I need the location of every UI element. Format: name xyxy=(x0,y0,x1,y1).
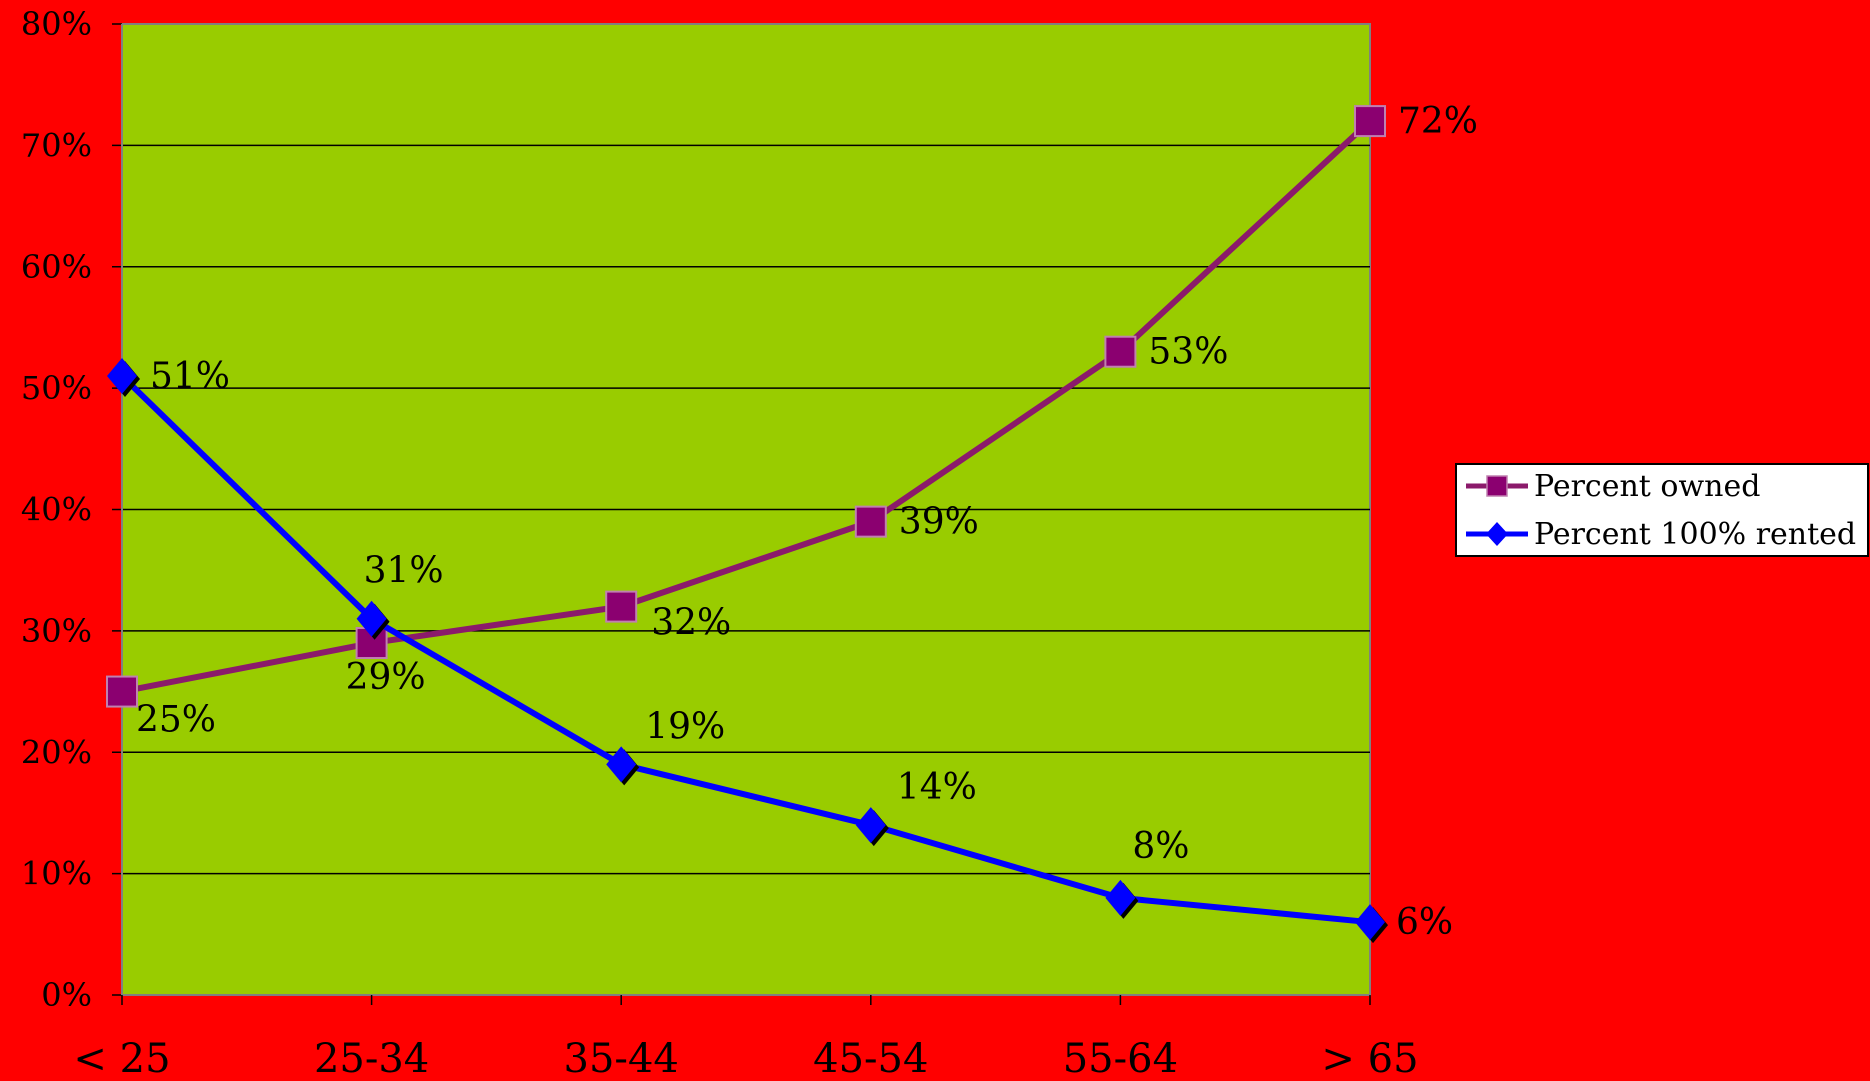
data-label: 14% xyxy=(897,767,977,808)
owned-marker xyxy=(605,590,638,623)
y-tick-label: 40% xyxy=(21,491,92,529)
x-tick-label: < 25 xyxy=(73,1036,170,1081)
legend-diamond-icon xyxy=(1486,522,1508,546)
x-tick-label: 45-54 xyxy=(813,1036,928,1081)
data-label: 6% xyxy=(1396,902,1453,943)
x-tick-label: 35-44 xyxy=(564,1036,679,1081)
y-tick-label: 60% xyxy=(21,248,92,286)
series-group xyxy=(106,105,1388,944)
data-label: 53% xyxy=(1148,332,1228,373)
data-label: 51% xyxy=(150,356,230,397)
data-label: 39% xyxy=(899,502,979,543)
rented-marker xyxy=(107,357,137,394)
data-label: 29% xyxy=(346,657,426,698)
data-label: 8% xyxy=(1132,826,1189,867)
data-label: 32% xyxy=(651,603,731,644)
data-label: 25% xyxy=(136,700,216,741)
data-label: 31% xyxy=(364,551,444,592)
x-tick-label: 55-64 xyxy=(1063,1036,1178,1081)
y-tick-label: 50% xyxy=(21,369,92,407)
rented-marker xyxy=(606,746,637,783)
y-tick-label: 80% xyxy=(21,5,92,43)
y-tick-label: 70% xyxy=(21,126,92,164)
legend-label: Percent owned xyxy=(1534,469,1760,504)
owned-marker xyxy=(854,505,887,538)
rented-marker xyxy=(1355,904,1385,941)
data-label: 19% xyxy=(645,706,725,747)
axes xyxy=(112,23,1371,1005)
data-labels: 25% 29% 32% 39% 53% 72% 51% 31% 19% 14% 8% 6% xyxy=(136,101,1478,943)
legend-label: Percent 100% rented xyxy=(1534,517,1856,552)
rented-marker xyxy=(356,600,387,637)
y-tick-label: 30% xyxy=(21,612,92,650)
x-axis-tick-labels: < 25 25-34 35-44 45-54 55-64 > 65 xyxy=(73,1036,1418,1081)
legend-box xyxy=(1455,463,1869,557)
owned-marker xyxy=(106,675,138,708)
rented-marker xyxy=(855,807,886,844)
owned-marker xyxy=(1104,335,1137,368)
data-label: 72% xyxy=(1398,101,1478,142)
x-tick-label: > 65 xyxy=(1321,1036,1418,1081)
y-tick-label: 0% xyxy=(41,976,92,1014)
gridlines xyxy=(122,144,1370,875)
rented-marker xyxy=(1105,879,1136,916)
owned-marker xyxy=(1354,105,1386,138)
y-axis-tick-labels: 0% 10% 20% 30% 40% 50% 60% 70% 80% xyxy=(21,5,92,1014)
x-tick-label: 25-34 xyxy=(314,1036,429,1081)
series-line-2 xyxy=(119,373,1371,926)
legend: Percent owned Percent 100% rented xyxy=(1455,463,1869,557)
legend-square-icon xyxy=(1486,475,1508,497)
y-tick-label: 20% xyxy=(21,733,92,771)
series-line-1 xyxy=(121,118,1373,695)
y-tick-label: 10% xyxy=(21,855,92,893)
